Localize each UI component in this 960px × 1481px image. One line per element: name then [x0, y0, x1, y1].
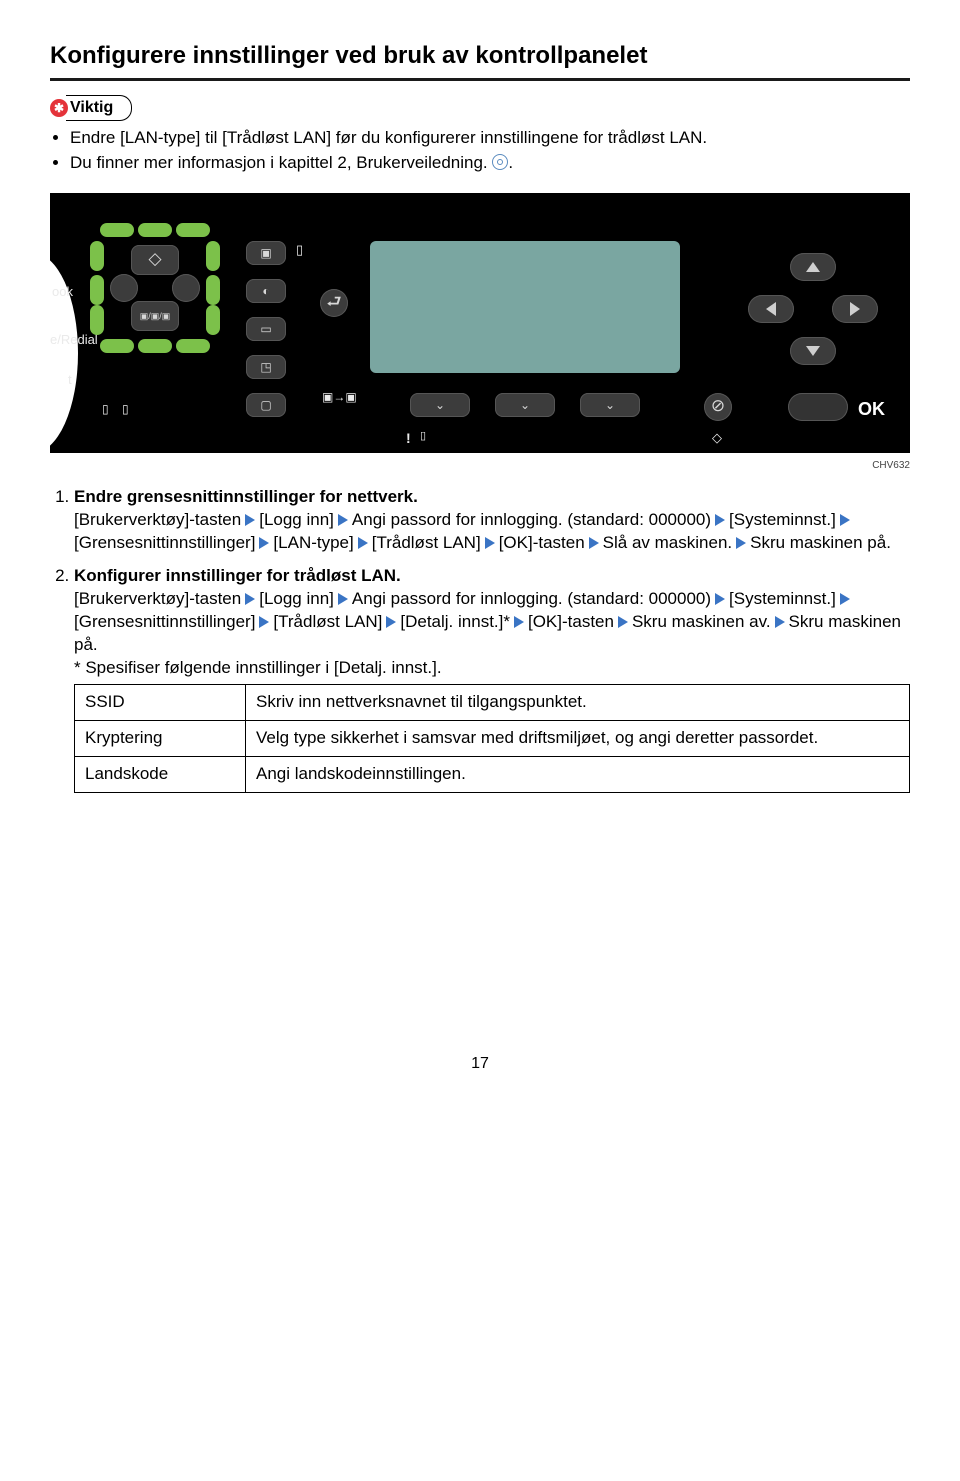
bullet-item: Du finner mer informasjon i kapittel 2, …: [70, 152, 910, 175]
icon-small: ▣→▣: [322, 389, 357, 405]
nav-top-button: ◇: [131, 245, 179, 275]
step-chain: [Brukerverktøy]-tasten[Logg inn]Angi pas…: [74, 510, 891, 552]
soft-key: ⌄: [495, 393, 555, 417]
panel-label-t: t: [68, 371, 72, 389]
nav-left-button: [110, 274, 138, 302]
table-row: Landskode Angi landskodeinnstillingen.: [75, 756, 910, 792]
warning-icon: !: [406, 429, 411, 448]
step-note: * Spesifiser følgende innstillinger i [D…: [74, 658, 442, 677]
step-2: Konfigurer innstillinger for trådløst LA…: [74, 565, 910, 793]
intro-bullets: Endre [LAN-type] til [Trådløst LAN] før …: [50, 127, 910, 175]
func-button: ◐: [246, 279, 286, 303]
nav-bottom-button: ▣/▣/▣: [131, 301, 179, 331]
escape-button: ⊘: [704, 393, 732, 421]
icon-small: ▯: [102, 401, 109, 417]
soft-key: ⌄: [580, 393, 640, 417]
table-row: SSID Skriv inn nettverksnavnet til tilga…: [75, 684, 910, 720]
dpad-right: [832, 295, 878, 323]
bullet-item: Endre [LAN-type] til [Trådløst LAN] før …: [70, 127, 910, 150]
back-button: ⮐: [320, 289, 348, 317]
dpad-left: [748, 295, 794, 323]
control-panel-illustration: ook e/Redial t ◇ ▣/▣/▣ ▯ ▯ ▣ ◐ ▭ ◳ ▢ ▯ ⮐…: [50, 193, 910, 453]
dpad-up: [790, 253, 836, 281]
step-chain: [Brukerverktøy]-tasten[Logg inn]Angi pas…: [74, 589, 901, 654]
table-value: Skriv inn nettverksnavnet til tilgangspu…: [246, 684, 910, 720]
func-button: ▣: [246, 241, 286, 265]
image-code: CHV632: [50, 459, 910, 473]
nav-right-button: [172, 274, 200, 302]
nav-ring: ◇ ▣/▣/▣: [90, 223, 220, 353]
table-value: Velg type sikkerhet i samsvar med drifts…: [246, 720, 910, 756]
bullet-text: Du finner mer informasjon i kapittel 2, …: [70, 153, 488, 172]
panel-label-ook: ook: [52, 283, 73, 301]
table-key: Kryptering: [75, 720, 246, 756]
table-key: SSID: [75, 684, 246, 720]
step-1: Endre grensesnittinnstillinger for nettv…: [74, 486, 910, 555]
badge-label: Viktig: [66, 95, 132, 121]
settings-table: SSID Skriv inn nettverksnavnet til tilga…: [74, 684, 910, 793]
dpad-down: [790, 337, 836, 365]
page-number: 17: [50, 1053, 910, 1075]
soft-key: ⌄: [410, 393, 470, 417]
cd-icon: [492, 154, 508, 170]
table-row: Kryptering Velg type sikkerhet i samsvar…: [75, 720, 910, 756]
ok-label: OK: [858, 397, 885, 421]
icon-small: ▯: [122, 401, 129, 417]
arrow-icon: [245, 514, 255, 526]
table-key: Landskode: [75, 756, 246, 792]
table-value: Angi landskodeinnstillingen.: [246, 756, 910, 792]
icon-small: ▯: [420, 429, 426, 444]
step-title: Konfigurer innstillinger for trådløst LA…: [74, 566, 401, 585]
lcd-display: [370, 241, 680, 373]
panel-label-redial: e/Redial: [50, 331, 98, 349]
func-button: ▭: [246, 317, 286, 341]
heading-rule: [50, 78, 910, 81]
ok-button: [788, 393, 848, 421]
icon-small: ▯: [296, 241, 303, 259]
importance-badge: ✱Viktig: [50, 95, 910, 121]
steps-list: Endre grensesnittinnstillinger for nettv…: [50, 486, 910, 792]
func-button: ▢: [246, 393, 286, 417]
icon-small: ◇: [712, 429, 722, 447]
page-heading: Konfigurere innstillinger ved bruk av ko…: [50, 40, 910, 72]
func-button: ◳: [246, 355, 286, 379]
step-title: Endre grensesnittinnstillinger for nettv…: [74, 487, 418, 506]
